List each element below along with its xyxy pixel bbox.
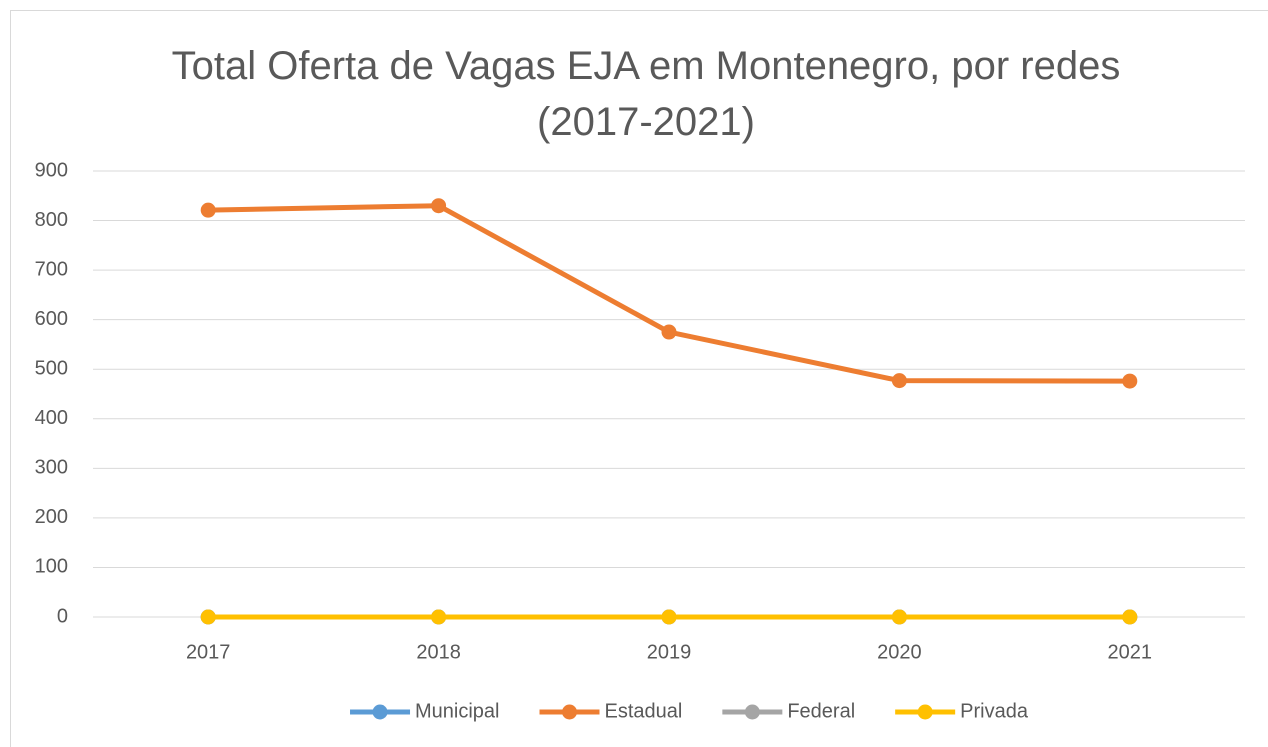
y-tick-label: 0 [57,605,68,627]
y-tick-label: 600 [35,308,68,330]
data-point [1122,609,1138,625]
y-tick-label: 400 [35,407,68,429]
y-tick-label: 900 [35,159,68,181]
data-point [891,373,907,389]
legend-marker [372,704,388,720]
legend-marker [744,704,760,720]
legend-label: Federal [787,700,855,722]
y-tick-label: 500 [35,358,68,380]
x-tick-label: 2021 [1108,641,1153,663]
chart-title: Total Oferta de Vagas EJA em Montenegro,… [171,44,1121,144]
y-tick-label: 100 [35,556,68,578]
y-tick-label: 700 [35,258,68,280]
legend-marker [562,704,578,720]
x-tick-label: 2020 [877,641,922,663]
x-tick-label: 2018 [416,641,461,663]
data-point [200,609,216,625]
x-tick-label: 2017 [186,641,231,663]
legend-marker [917,704,933,720]
data-point [431,198,447,214]
data-point [661,324,677,340]
y-tick-label: 800 [35,209,68,231]
data-point [661,609,677,625]
legend-label: Estadual [605,700,683,722]
data-point [431,609,447,625]
y-tick-label: 200 [35,506,68,528]
data-point [200,202,216,218]
data-point [1122,373,1138,389]
data-point [891,609,907,625]
x-tick-label: 2019 [647,641,692,663]
legend-label: Privada [960,700,1029,722]
y-tick-label: 300 [35,457,68,479]
legend-label: Municipal [415,700,499,722]
